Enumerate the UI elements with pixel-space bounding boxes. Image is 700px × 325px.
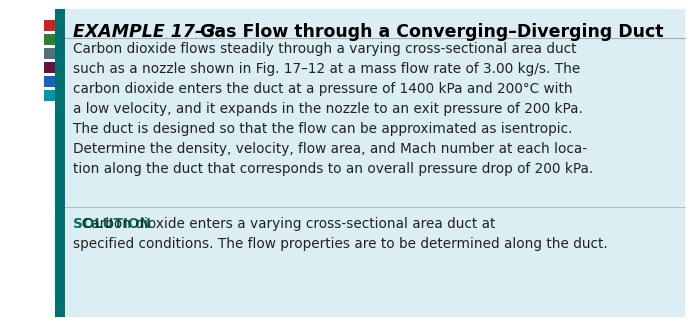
- Text: Gas Flow through a Converging–Diverging Duct: Gas Flow through a Converging–Diverging …: [200, 23, 664, 41]
- Bar: [44, 90, 55, 101]
- Text: SOLUTION: SOLUTION: [73, 217, 151, 231]
- Bar: [55, 9, 65, 317]
- Bar: [44, 62, 55, 73]
- Text: Carbon dioxide enters a varying cross-sectional area duct at
specified condition: Carbon dioxide enters a varying cross-se…: [73, 217, 608, 251]
- Bar: [44, 48, 55, 59]
- Text: EXAMPLE 17–3: EXAMPLE 17–3: [73, 23, 216, 41]
- Text: Carbon dioxide flows steadily through a varying cross-sectional area duct
such a: Carbon dioxide flows steadily through a …: [73, 42, 594, 176]
- Bar: [44, 34, 55, 45]
- Bar: [44, 20, 55, 31]
- Bar: [44, 76, 55, 87]
